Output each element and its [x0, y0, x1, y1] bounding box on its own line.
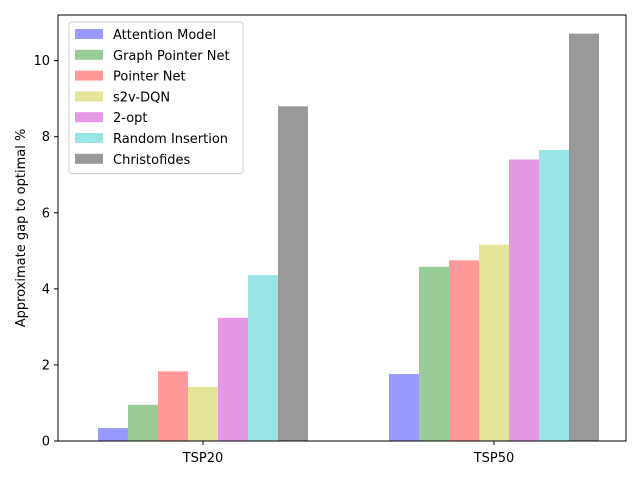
legend-label: Attention Model: [113, 28, 216, 43]
legend-swatch: [75, 70, 103, 81]
x-tick-label-tsp50: TSP50: [473, 451, 515, 466]
legend-label: Christofides: [113, 153, 191, 168]
y-tick-label: 10: [33, 54, 50, 69]
legend-swatch: [75, 29, 103, 39]
legend: Attention Model Graph Pointer Net Pointer …: [68, 21, 244, 175]
legend-label: Random Insertion: [113, 132, 228, 147]
x-tick-label-tsp20: TSP20: [182, 451, 224, 466]
legend-swatch: [75, 49, 103, 60]
y-tick-label: 2: [42, 358, 50, 373]
bar-2-opt-tsp20: [218, 317, 248, 441]
bar-2-opt-tsp50: [509, 159, 539, 442]
legend-label: s2v-DQN: [113, 90, 170, 105]
legend-swatch: [75, 91, 103, 102]
bar-graph-pointer-net-tsp50: [419, 266, 449, 441]
legend-swatch: [75, 133, 103, 143]
legend-swatch: [75, 153, 103, 164]
bar-attention-model-tsp20: [98, 428, 128, 441]
y-tick-label: 0: [42, 435, 50, 450]
legend-box: [68, 21, 244, 175]
bar-s2v-dqn-tsp50: [479, 244, 509, 441]
y-tick-label: 4: [42, 282, 50, 297]
axes-frame: [57, 14, 627, 442]
y-tick-label: 6: [42, 206, 50, 221]
bar-random-insertion-tsp50: [539, 150, 569, 441]
bar-attention-model-tsp50: [389, 374, 419, 441]
legend-swatch: [75, 112, 103, 123]
bar-graph-pointer-net-tsp20: [128, 404, 158, 441]
legend-label: 2-opt: [113, 111, 148, 126]
y-tick-label: 8: [42, 130, 50, 145]
bar-s2v-dqn-tsp20: [188, 386, 218, 441]
x-axis: TSP20 TSP50: [182, 441, 515, 466]
legend-label: Pointer Net: [113, 70, 186, 85]
y-axis: 0 2 4 6 8 10: [33, 54, 58, 450]
bar-pointer-net-tsp50: [449, 260, 479, 441]
bars-group: [98, 33, 599, 442]
y-axis-label: Approximate gap to optimal %: [14, 129, 29, 328]
bar-random-insertion-tsp20: [248, 275, 278, 441]
bar-pointer-net-tsp20: [158, 371, 188, 441]
bar-christofides-tsp50: [569, 33, 599, 441]
bar-christofides-tsp20: [278, 106, 308, 442]
legend-label: Graph Pointer Net: [113, 49, 230, 64]
